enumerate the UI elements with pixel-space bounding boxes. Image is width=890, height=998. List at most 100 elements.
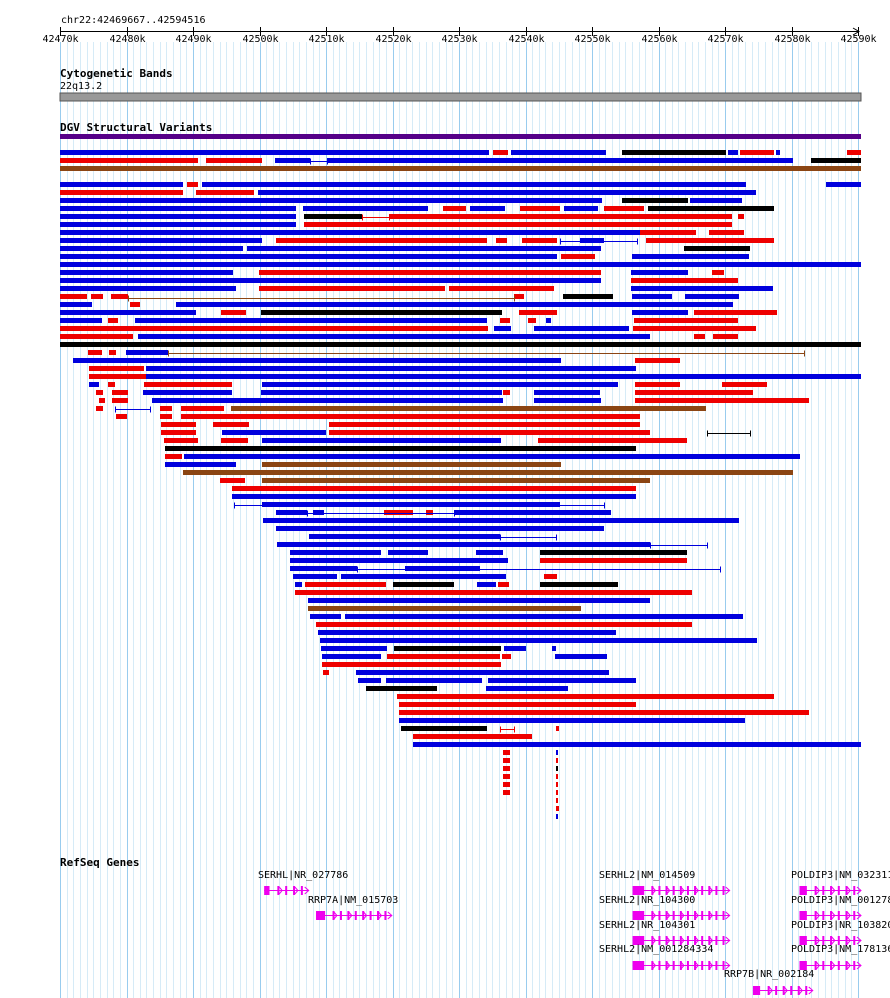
dgv-variant xyxy=(847,150,861,155)
refseq-genes xyxy=(264,886,862,995)
gene-strand-chevron xyxy=(709,961,714,970)
gene-exon xyxy=(708,911,711,920)
dgv-variant xyxy=(165,446,636,451)
dgv-variant xyxy=(503,750,510,755)
dgv-variant xyxy=(405,566,480,571)
dgv-variant xyxy=(386,678,482,683)
gene-strand-chevron xyxy=(333,911,338,920)
dgv-variant xyxy=(261,390,502,395)
gene-label[interactable]: SERHL2|NM_001284334 xyxy=(599,944,714,955)
gene-label[interactable]: SERHL|NR_027786 xyxy=(258,870,349,881)
gene-strand-chevron xyxy=(680,886,685,895)
gene-exon xyxy=(300,886,303,895)
gene-strand-arrow xyxy=(387,911,393,920)
dgv-variant xyxy=(520,206,560,211)
refseq-track-title[interactable]: RefSeq Genes xyxy=(60,856,140,869)
gene-exon xyxy=(347,911,350,920)
gene-exon xyxy=(665,911,668,920)
gene-exon xyxy=(830,936,833,945)
dgv-track-title[interactable]: DGV Structural Variants xyxy=(60,121,213,134)
gene-label[interactable]: RRP7A|NM_015703 xyxy=(308,895,399,906)
dgv-variant xyxy=(320,638,757,643)
gene-exon xyxy=(694,961,697,970)
dgv-variant xyxy=(514,294,524,299)
dgv-variant xyxy=(413,734,532,739)
gene-exon xyxy=(651,911,654,920)
dgv-variant xyxy=(329,430,650,435)
gene-exon xyxy=(658,911,661,920)
gene-strand-chevron xyxy=(694,961,699,970)
gene-exon xyxy=(837,961,840,970)
dgv-variant xyxy=(116,414,127,419)
dgv-variant xyxy=(399,718,745,723)
dgv-variant xyxy=(640,230,696,235)
dgv-variant xyxy=(341,574,506,579)
dgv-variant xyxy=(310,614,341,619)
gene-strand-chevron xyxy=(666,961,671,970)
dgv-variant xyxy=(60,238,262,243)
gene-label[interactable]: POLDIP3|NM_178136 xyxy=(791,944,890,955)
dgv-variant xyxy=(262,438,501,443)
gene-label[interactable]: POLDIP3|NM_001278 xyxy=(791,895,890,906)
gene-label[interactable]: POLDIP3|NM_032311 xyxy=(791,870,890,881)
gene-label[interactable]: RRP7B|NR_002184 xyxy=(724,969,815,980)
dgv-variant xyxy=(556,814,558,819)
gene-strand-chevron xyxy=(831,936,836,945)
dgv-variant xyxy=(534,390,600,395)
gene-exon xyxy=(775,986,778,995)
dgv-variant xyxy=(181,406,224,411)
gene-exon xyxy=(672,961,675,970)
gene-exon xyxy=(790,986,793,995)
dgv-variant xyxy=(556,782,558,787)
gene-exon xyxy=(722,911,725,920)
gene-exon xyxy=(845,886,848,895)
dgv-variant xyxy=(635,398,809,403)
gene-exon xyxy=(708,961,711,970)
dgv-variant xyxy=(632,294,672,299)
gene-label[interactable]: POLDIP3|NR_103820 xyxy=(791,920,890,931)
dgv-variant xyxy=(60,150,489,155)
gene-exon xyxy=(799,936,807,945)
dgv-variant xyxy=(258,190,756,195)
dgv-variant xyxy=(563,294,613,299)
dgv-variant xyxy=(397,694,774,699)
dgv-variant xyxy=(503,766,510,771)
dgv-variant xyxy=(356,670,609,675)
dgv-variant xyxy=(564,206,598,211)
gene-strand-arrow xyxy=(856,936,862,945)
gene-exon xyxy=(665,886,668,895)
dgv-variant xyxy=(221,438,248,443)
ruler-tick-label: 42580k xyxy=(774,34,811,45)
gene-exon xyxy=(830,886,833,895)
cytoband-track-title[interactable]: Cytogenetic Bands xyxy=(60,67,173,80)
dgv-variant xyxy=(91,294,103,299)
dgv-variant xyxy=(60,198,602,203)
dgv-variant xyxy=(738,214,744,219)
gene-label[interactable]: SERHL2|NM_014509 xyxy=(599,870,696,881)
gene-exon xyxy=(354,911,357,920)
gene-strand-chevron xyxy=(666,886,671,895)
dgv-variant xyxy=(498,582,509,587)
gene-label[interactable]: SERHL2|NR_104301 xyxy=(599,920,696,931)
gene-exon xyxy=(658,961,661,970)
gene-exon xyxy=(679,911,682,920)
gene-strand-chevron xyxy=(666,936,671,945)
gene-strand-arrow xyxy=(856,961,862,970)
gene-exon xyxy=(672,936,675,945)
dgv-variant xyxy=(443,206,466,211)
dgv-variant xyxy=(60,190,183,195)
dgv-links xyxy=(115,158,805,733)
gene-label[interactable]: SERHL2|NR_104300 xyxy=(599,895,696,906)
gene-exon xyxy=(799,886,807,895)
dgv-variant xyxy=(552,646,556,651)
dgv-variant xyxy=(540,550,687,555)
dgv-variant xyxy=(231,406,706,411)
gene-exon xyxy=(822,961,825,970)
dgv-variant xyxy=(60,206,296,211)
dgv-variant xyxy=(109,350,116,355)
dgv-variant xyxy=(476,550,503,555)
dgv-variant xyxy=(60,262,861,267)
gene-strand-chevron xyxy=(278,886,283,895)
dgv-variant xyxy=(540,558,687,563)
dgv-variant xyxy=(196,190,254,195)
